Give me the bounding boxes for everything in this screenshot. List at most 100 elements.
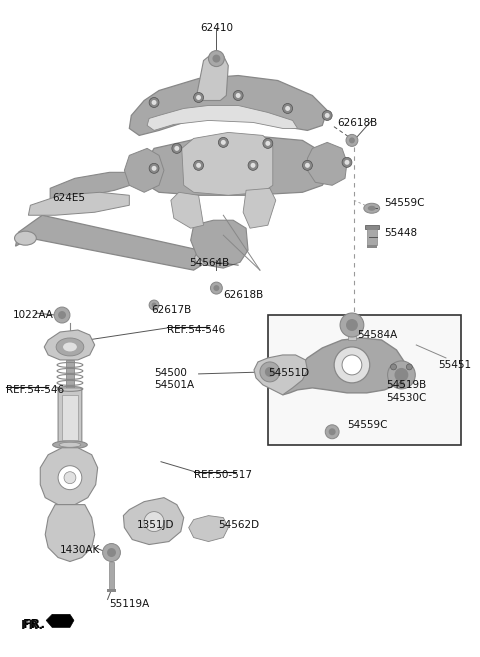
Circle shape [346,135,358,147]
Bar [365,225,379,229]
Text: 54530C: 54530C [386,393,427,403]
Polygon shape [28,193,129,215]
Circle shape [329,428,336,436]
Bar [348,318,356,340]
Polygon shape [46,614,74,627]
Circle shape [346,319,358,331]
Circle shape [208,51,224,66]
Circle shape [342,158,352,168]
Polygon shape [243,189,276,228]
Polygon shape [147,106,298,131]
Text: REF.54-546: REF.54-546 [6,385,64,395]
Text: FR.: FR. [21,620,44,633]
Circle shape [152,100,156,105]
Circle shape [196,163,201,168]
Circle shape [407,364,412,370]
Circle shape [196,520,212,535]
Polygon shape [44,330,95,360]
Circle shape [58,311,66,319]
Circle shape [221,140,226,145]
Polygon shape [189,516,228,541]
Circle shape [213,55,220,62]
Circle shape [214,285,219,291]
Circle shape [149,300,159,310]
Ellipse shape [56,338,84,356]
Circle shape [172,143,182,153]
Circle shape [322,110,332,120]
Polygon shape [182,133,273,195]
Text: 62617B: 62617B [151,305,192,315]
Ellipse shape [59,442,81,447]
Text: 1430AK: 1430AK [60,545,100,555]
FancyBboxPatch shape [58,388,82,447]
Text: 54519B: 54519B [386,380,427,390]
Polygon shape [50,172,139,200]
Ellipse shape [63,342,77,351]
Polygon shape [123,497,184,545]
Circle shape [263,139,273,148]
Circle shape [58,466,82,489]
Polygon shape [124,148,164,193]
Circle shape [325,425,339,439]
Circle shape [152,166,156,171]
Circle shape [345,160,349,165]
Text: 54500: 54500 [154,368,187,378]
Circle shape [64,472,76,484]
Circle shape [248,160,258,170]
Text: 54559C: 54559C [347,420,387,430]
Polygon shape [139,135,332,195]
Circle shape [395,368,408,382]
Circle shape [349,137,355,143]
Circle shape [340,313,364,337]
Bar [439,350,452,354]
Circle shape [218,137,228,147]
Circle shape [325,113,330,118]
Text: 62618B: 62618B [223,290,264,300]
Text: 55119A: 55119A [109,599,150,610]
Text: 62618B: 62618B [337,118,377,129]
Text: FR.: FR. [23,618,46,631]
Ellipse shape [14,231,36,245]
Bar [443,352,448,376]
Circle shape [149,97,159,108]
Circle shape [398,382,404,388]
Text: REF.50-517: REF.50-517 [193,470,252,480]
Circle shape [285,106,290,111]
Bar [66,360,74,390]
Circle shape [302,160,312,170]
Circle shape [107,548,116,557]
Circle shape [265,367,275,377]
Polygon shape [171,193,204,228]
Text: REF.54-546: REF.54-546 [167,325,225,335]
Circle shape [334,347,370,383]
Text: 55448: 55448 [384,228,418,238]
Circle shape [196,95,201,100]
Circle shape [233,91,243,101]
Ellipse shape [364,203,380,214]
Circle shape [54,307,70,323]
Circle shape [387,361,415,389]
Circle shape [210,282,222,294]
Polygon shape [197,53,228,101]
Bar [107,589,117,593]
Polygon shape [191,220,248,268]
Circle shape [193,160,204,170]
Circle shape [342,355,362,375]
Circle shape [144,512,164,532]
Circle shape [149,164,159,173]
Text: 1022AA: 1022AA [12,310,53,320]
Text: 54551D: 54551D [268,368,309,378]
Polygon shape [129,76,327,135]
Text: 62410: 62410 [200,22,233,33]
Circle shape [174,146,180,151]
Ellipse shape [368,206,376,211]
Bar [108,562,115,589]
Circle shape [103,543,120,562]
Polygon shape [254,355,307,395]
Bar [367,229,377,245]
Text: 54559C: 54559C [384,198,425,208]
Polygon shape [40,448,97,505]
Text: 55451: 55451 [438,360,471,370]
Circle shape [391,364,396,370]
Bar [367,245,377,248]
